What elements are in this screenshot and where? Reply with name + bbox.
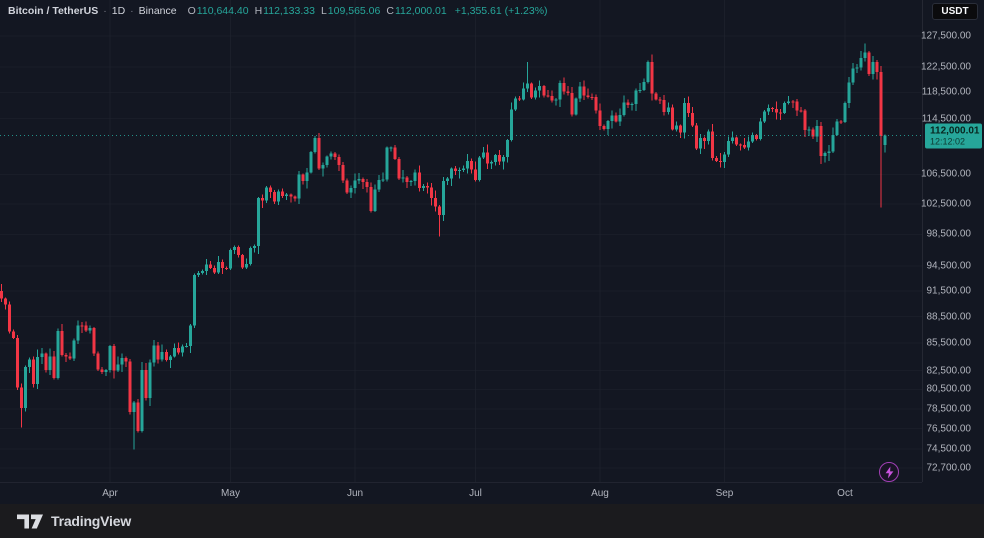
price-tick-label: 106,500.00	[920, 168, 971, 180]
price-axis[interactable]: 112,000.01 12:12:02 127,500.00 122,500.00…	[920, 0, 984, 482]
price-tick-label: 88,500.00	[926, 311, 972, 323]
month-label: Apr	[102, 488, 118, 499]
price-tick-label: 127,500.00	[920, 30, 971, 42]
lightning-icon	[885, 466, 893, 478]
low-value: 109,565.06	[327, 5, 381, 17]
price-tick-label: 91,500.00	[926, 285, 972, 297]
separator-dot: ·	[103, 5, 107, 17]
exchange-label: Binance	[138, 5, 177, 17]
lightning-button[interactable]	[879, 462, 899, 482]
interval-label[interactable]: 1D	[111, 5, 126, 17]
symbol-name[interactable]: Bitcoin / TetherUS	[8, 5, 99, 17]
price-tick-label: 118,500.00	[921, 86, 971, 98]
high-value: 112,133.33	[263, 5, 315, 17]
price-tick-label: 72,700.00	[926, 462, 972, 474]
price-tick-label: 80,500.00	[926, 383, 972, 395]
open-value: 110,644.40	[196, 5, 249, 17]
separator-dot: ·	[130, 5, 134, 17]
tradingview-logo-icon	[17, 514, 43, 528]
tradingview-logo-link[interactable]: TradingView	[17, 513, 131, 529]
month-label: Oct	[837, 488, 853, 499]
bar-countdown: 12:12:02	[930, 136, 966, 147]
price-tick-label: 82,500.00	[926, 365, 972, 377]
month-label: May	[221, 488, 240, 499]
high-label: H	[254, 5, 263, 17]
price-tick-label: 98,500.00	[926, 228, 972, 240]
footer-bar: TradingView	[0, 504, 984, 538]
last-price-value: 112,000.01	[930, 125, 980, 137]
close-label: C	[386, 5, 394, 17]
month-label: Aug	[591, 488, 609, 499]
symbol-legend: Bitcoin / TetherUS · 1D · Binance O 110,6…	[8, 5, 548, 18]
open-label: O	[187, 5, 196, 17]
price-tick-label: 74,500.00	[926, 443, 972, 455]
price-tick-label: 85,500.00	[926, 337, 972, 349]
currency-toggle-button[interactable]: USDT	[932, 3, 978, 20]
price-tick-label: 122,500.00	[920, 61, 971, 73]
price-tick-label: 78,500.00	[926, 403, 972, 415]
month-label: Jul	[469, 488, 482, 499]
month-label: Jun	[346, 488, 364, 499]
chart-panel[interactable]: Bitcoin / TetherUS · 1D · Binance O 110,6…	[0, 0, 984, 504]
change-value: +1,355.61 (+1.23%)	[454, 5, 548, 17]
low-label: L	[320, 5, 327, 17]
candlestick-plot[interactable]	[0, 0, 922, 482]
price-tick-label: 76,500.00	[926, 423, 972, 435]
close-value: 112,000.01	[394, 5, 447, 17]
tradingview-logo-text: TradingView	[51, 513, 132, 529]
time-axis[interactable]: Apr May Jun Jul Aug Sep Oct	[0, 482, 922, 504]
ohlc-values: O 110,644.40 H 112,133.33 L 109,565.06 C 112…	[188, 5, 548, 18]
month-label: Sep	[715, 488, 734, 499]
price-tick-label: 94,500.00	[926, 260, 972, 272]
price-tick-label: 102,500.00	[920, 198, 971, 210]
last-price-badge: 112,000.01 12:12:02	[925, 123, 982, 149]
price-tick-label: 114,500.00	[921, 113, 971, 125]
